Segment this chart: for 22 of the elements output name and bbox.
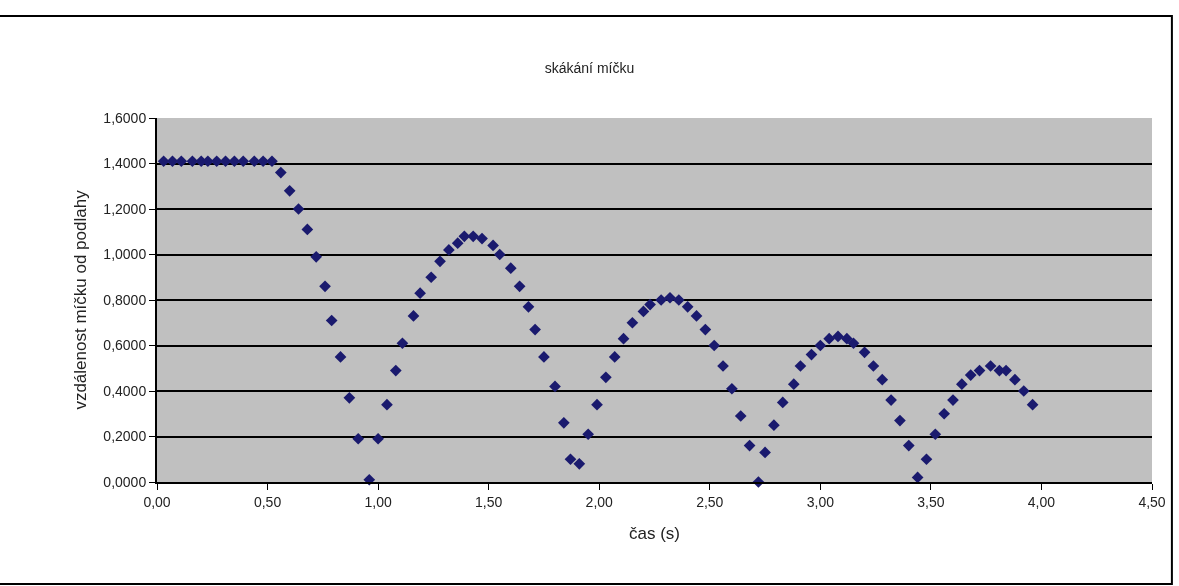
x-axis-title: čas (s) <box>629 523 680 543</box>
y-tick-label: 1,4000 <box>103 155 147 172</box>
y-tick-label: 1,2000 <box>103 200 147 217</box>
y-tick-label: 0,6000 <box>103 337 147 354</box>
y-tick-label: 0,2000 <box>103 428 147 445</box>
x-tick-label: 3,50 <box>917 493 945 510</box>
x-tick-label: 0,00 <box>143 493 171 510</box>
y-tick-label: 0,0000 <box>103 473 147 490</box>
x-tick-label: 2,50 <box>696 493 724 510</box>
y-tick-label: 0,8000 <box>103 291 147 308</box>
y-axis-title: vzdálenost míčku od podlahy <box>71 189 91 410</box>
chart-title: skákání míčku <box>544 59 635 76</box>
x-tick-label: 3,00 <box>806 493 835 510</box>
x-tick-label: 1,00 <box>364 493 392 510</box>
x-tick-label: 0,50 <box>253 493 282 510</box>
y-tick-label: 1,6000 <box>103 109 147 126</box>
x-tick-label: 4,00 <box>1027 493 1056 510</box>
y-tick-label: 1,0000 <box>103 246 147 263</box>
x-tick-label: 1,50 <box>475 493 503 510</box>
y-tick-label: 0,4000 <box>103 382 147 399</box>
x-tick-label: 4,50 <box>1138 493 1166 510</box>
x-tick-label: 2,00 <box>585 493 614 510</box>
